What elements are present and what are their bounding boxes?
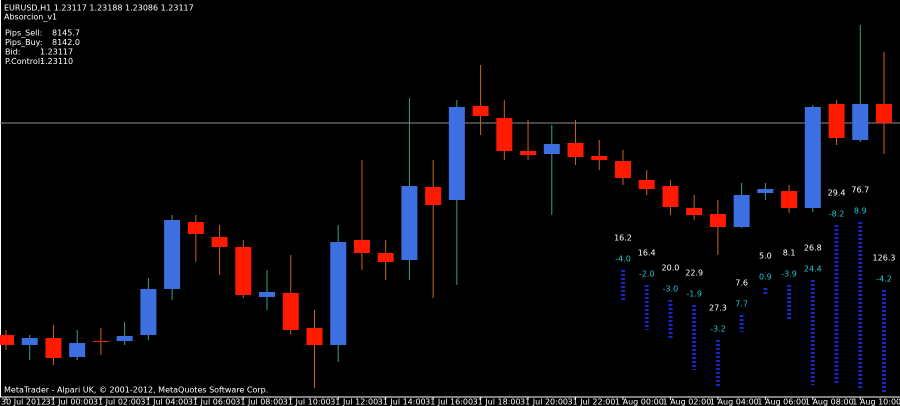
x-tick-label: 31 Jul 20:00 — [520, 398, 568, 406]
info-value: 8142.0 — [52, 38, 80, 47]
info-label: P.Control: — [5, 57, 43, 66]
candle-body — [662, 186, 679, 207]
value-label: 8.1 — [783, 249, 796, 258]
value-label: -8.2 — [829, 210, 845, 219]
candle-body — [496, 118, 513, 151]
candle-body — [0, 335, 14, 345]
candle-body — [353, 240, 370, 253]
value-label: -2.0 — [639, 270, 655, 279]
candle-body — [828, 104, 845, 138]
footer: MetaTrader - Alpari UK, © 2001-2012, Met… — [4, 386, 268, 395]
candle-body — [472, 106, 489, 116]
value-label: 26.8 — [804, 244, 822, 253]
x-tick-label: 1 Aug 02:00 — [662, 398, 711, 406]
info-value: 8145.7 — [52, 29, 80, 38]
value-label: 7.6 — [735, 279, 748, 288]
candle-body — [235, 247, 252, 295]
value-label: -3.2 — [710, 325, 726, 334]
candle-body — [282, 293, 299, 330]
x-tick-label: 30 Jul 2012 — [1, 398, 46, 406]
candle-body — [638, 180, 655, 189]
x-tick-label: 31 Jul 18:00 — [473, 398, 521, 406]
value-label: -1.9 — [686, 290, 702, 299]
candle-body — [686, 208, 703, 215]
value-label: 8.9 — [854, 207, 867, 216]
candle-body — [520, 151, 537, 155]
candle-body — [211, 237, 228, 247]
candle-body — [757, 189, 774, 193]
header: EURUSD,H1 1.23117 1.23188 1.23086 1.2311… — [4, 4, 194, 13]
x-tick-label: 31 Jul 04:00 — [140, 398, 188, 406]
x-tick-label: 1 Aug 04:00 — [710, 398, 759, 406]
x-tick-label: 31 Jul 06:00 — [188, 398, 236, 406]
value-label: 27.3 — [709, 304, 727, 313]
x-tick-label: 31 Jul 12:00 — [330, 398, 378, 406]
value-label: 20.0 — [662, 264, 680, 273]
candle-body — [401, 186, 418, 260]
candle-body — [164, 220, 181, 289]
info-value: 1.23117 — [40, 48, 73, 57]
value-label: 16.2 — [614, 234, 632, 243]
candle-body — [852, 104, 869, 140]
x-tick-label: 31 Jul 22:00 — [568, 398, 616, 406]
x-tick-label: 31 Jul 00:00 — [45, 398, 93, 406]
value-label: 22.9 — [685, 269, 703, 278]
candle-body — [425, 187, 442, 205]
indicator-name: Absorcion_v1 — [4, 13, 57, 22]
candle-body — [781, 191, 798, 208]
info-label: Bid: — [5, 48, 20, 57]
x-tick-label: 1 Aug 08:00 — [805, 398, 854, 406]
x-tick-label: 31 Jul 08:00 — [235, 398, 283, 406]
candle-body — [448, 107, 465, 200]
candle-body — [69, 343, 86, 357]
candle-body — [733, 195, 750, 227]
x-tick-label: 1 Aug 06:00 — [757, 398, 806, 406]
info-label: Pips_Buy: — [5, 38, 43, 47]
x-tick-label: 31 Jul 10:00 — [283, 398, 331, 406]
x-tick-label: 31 Jul 02:00 — [93, 398, 141, 406]
candle-body — [306, 328, 323, 345]
candle-body — [187, 222, 204, 234]
candle-body — [709, 214, 726, 227]
value-label: -3.9 — [781, 270, 797, 279]
candle-body — [614, 161, 631, 178]
value-label: 7.7 — [735, 300, 748, 309]
value-label: 5.0 — [759, 252, 772, 261]
candle-body — [591, 156, 608, 160]
value-label: -4.2 — [876, 275, 892, 284]
x-tick-label: 31 Jul 16:00 — [425, 398, 473, 406]
info-label: Pips_Sell: — [5, 29, 42, 38]
candle-body — [377, 253, 394, 262]
value-label: -4.0 — [615, 255, 631, 264]
candle-body — [21, 338, 38, 345]
candle-body — [330, 242, 347, 345]
value-label: 126.3 — [873, 254, 896, 263]
value-label: -3.0 — [663, 285, 679, 294]
candle-body — [45, 338, 62, 358]
value-label: 0.9 — [759, 273, 772, 282]
candle-body — [876, 104, 893, 123]
candle-body — [140, 289, 157, 335]
value-label: 16.4 — [638, 249, 656, 258]
candle-body — [804, 107, 821, 208]
x-tick-label: 31 Jul 14:00 — [378, 398, 426, 406]
value-label: 24.4 — [804, 265, 822, 274]
candle-body — [567, 143, 584, 157]
candle-body — [543, 144, 560, 154]
candle-body — [92, 341, 109, 342]
info-value: 1.23110 — [40, 57, 73, 66]
x-tick-label: 1 Aug 00:00 — [615, 398, 664, 406]
candle-body — [116, 336, 133, 341]
candle-body — [259, 292, 276, 297]
value-label: 29.4 — [828, 189, 846, 198]
value-label: 76.7 — [851, 186, 869, 195]
x-tick-label: 1 Aug 10:00 — [852, 398, 900, 406]
